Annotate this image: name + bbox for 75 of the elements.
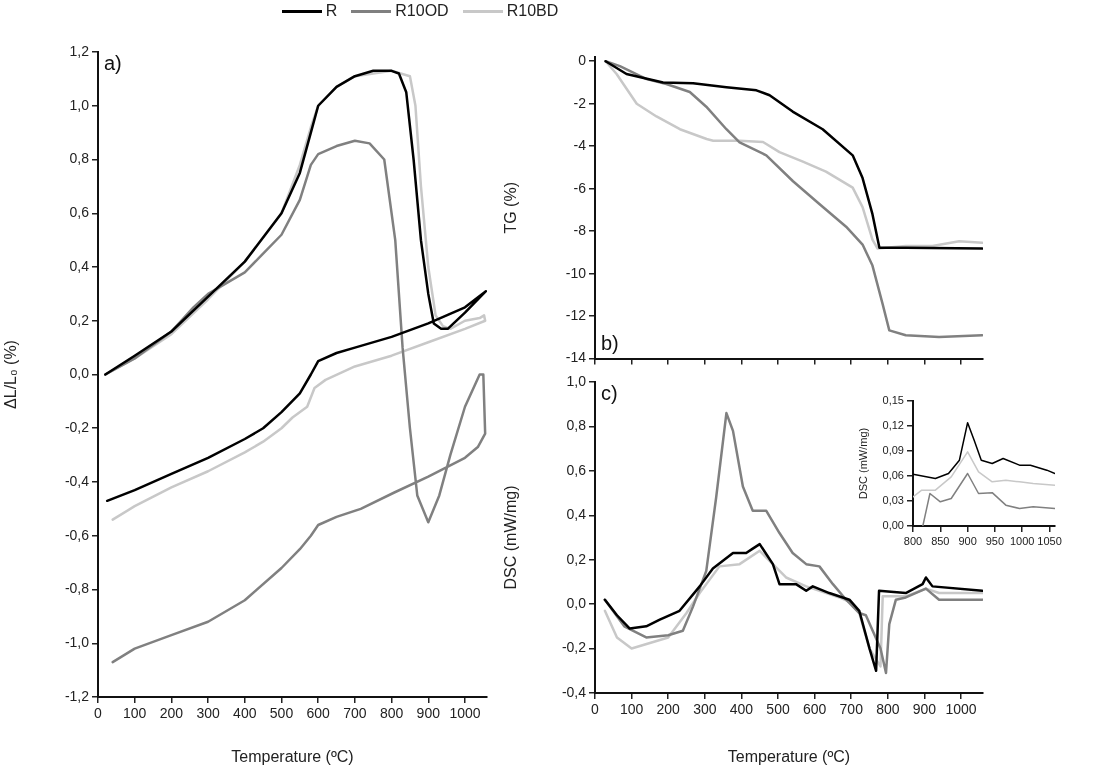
x-tick-label: 500: [269, 705, 294, 722]
y-tick-label: 0: [578, 52, 587, 69]
x-tick-label: 1000: [1009, 534, 1035, 547]
y-tick-label: 0,6: [69, 204, 90, 221]
x-tick-label: 800: [876, 701, 900, 718]
x-tick-label: 800: [379, 705, 404, 722]
x-tick-label: 700: [839, 701, 864, 718]
legend-label: R: [325, 2, 338, 20]
y-tick-label: -2: [573, 94, 587, 111]
annotation: b): [601, 332, 619, 355]
x-tick-label: 900: [416, 705, 441, 722]
x-tick-label: 400: [233, 705, 257, 722]
y-tick-label: -8: [573, 222, 587, 239]
y-tick-label: 0,8: [69, 150, 90, 167]
x-tick-label: 850: [931, 534, 950, 547]
y-tick-label: 0,8: [566, 417, 587, 434]
y-tick-label: -0,4: [561, 683, 587, 700]
x-tick-label: 300: [693, 701, 717, 718]
legend-label: R10BD: [506, 2, 559, 20]
y-axis-title: TG (%): [502, 182, 520, 234]
x-tick-label: 800: [903, 534, 923, 547]
y-tick-label: 0,4: [69, 257, 90, 274]
y-tick-label: 0,00: [882, 519, 904, 532]
y-tick-label: 0,2: [69, 311, 90, 328]
y-tick-label: -1,0: [64, 634, 90, 651]
annotation: a): [104, 51, 122, 74]
y-tick-label: -0,2: [64, 419, 90, 436]
y-tick-label: -4: [573, 137, 587, 154]
y-tick-label: -14: [565, 349, 587, 366]
x-axis-title: Temperature (ºC): [231, 747, 354, 765]
x-tick-label: 1050: [1037, 534, 1062, 547]
x-tick-label: 0: [591, 701, 600, 718]
y-tick-label: 0,0: [69, 365, 90, 382]
x-axis-title: Temperature (ºC): [727, 747, 851, 765]
x-tick-label: 200: [159, 705, 184, 722]
y-tick-label: 1,0: [69, 96, 90, 113]
y-tick-label: 0,03: [882, 494, 904, 507]
annotation: c): [601, 381, 618, 404]
y-tick-label: 0,12: [882, 419, 904, 432]
y-tick-label: -0,6: [64, 526, 90, 543]
x-tick-label: 1000: [449, 705, 481, 722]
y-tick-label: -0,8: [64, 580, 90, 597]
x-tick-label: 600: [306, 705, 331, 722]
x-tick-label: 950: [985, 534, 1005, 547]
x-tick-label: 100: [619, 701, 644, 718]
y-tick-label: -0,4: [64, 472, 90, 489]
y-tick-label: 0,06: [882, 469, 904, 482]
x-tick-label: 200: [656, 701, 681, 718]
x-tick-label: 500: [766, 701, 790, 718]
y-tick-label: -1,2: [64, 687, 90, 704]
x-tick-label: 900: [958, 534, 977, 547]
y-tick-label: 1,2: [69, 42, 90, 59]
x-tick-label: 600: [802, 701, 827, 718]
y-tick-label: 0,15: [882, 394, 904, 407]
x-tick-label: 700: [343, 705, 367, 722]
y-tick-label: -10: [565, 264, 587, 281]
y-axis-title: DSC (mW/mg): [856, 427, 869, 500]
x-tick-label: 400: [729, 701, 754, 718]
y-tick-label: 0,4: [566, 506, 587, 523]
y-axis-title: ΔL/L₀ (%): [2, 340, 20, 409]
y-tick-label: 0,0: [566, 595, 587, 611]
y-tick-label: 0,09: [882, 444, 904, 457]
y-tick-label: 0,6: [566, 461, 587, 478]
y-axis-title: DSC (mW/mg): [502, 485, 520, 590]
legend-label: R10OD: [395, 2, 449, 20]
y-tick-label: 0,2: [566, 550, 587, 567]
y-tick-label: -12: [565, 306, 587, 323]
x-tick-label: 900: [912, 701, 937, 718]
y-tick-label: -0,2: [561, 639, 587, 656]
x-tick-label: 100: [123, 705, 147, 722]
x-tick-label: 1000: [945, 701, 977, 718]
y-tick-label: -6: [573, 179, 587, 196]
x-tick-label: 300: [196, 705, 220, 722]
x-tick-label: 0: [94, 705, 103, 722]
y-tick-label: 1,0: [566, 372, 587, 389]
